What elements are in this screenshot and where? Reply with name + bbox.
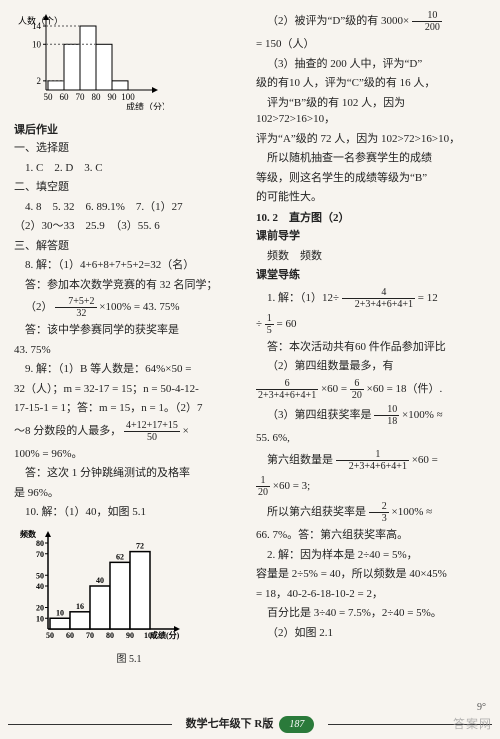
q1-l2: ÷ 1 5 = 60: [256, 313, 486, 336]
pre-line: 频数 频数: [256, 248, 486, 265]
q9-frac: 4+12+17+15 50: [124, 420, 180, 443]
sec2-l2: （2）30～33 25.9 （3）55. 6: [14, 218, 244, 235]
q8-l1: 8. 解：（1）4+6+8+7+5+2=32（名）: [14, 257, 244, 274]
q8-l3b: ×100% = 43. 75%: [99, 301, 179, 313]
fig-caption: 图 5.1: [14, 652, 244, 667]
q9-l3: 17-15-1 = 1；答：m = 15，n = 1。（2）7: [14, 400, 244, 417]
q1-l1: 1. 解：（1）12÷ 4 2+3+4+6+4+1 = 12: [256, 287, 486, 310]
q8-l5: 43. 75%: [14, 342, 244, 359]
svg-text:70: 70: [76, 92, 86, 102]
class-title: 课堂导练: [256, 267, 486, 284]
svg-text:10: 10: [36, 614, 44, 623]
corner-decoration: 9°: [477, 700, 486, 715]
r-p5: 评为“B”级的有 102 人，因为 102>72>16>10，: [256, 95, 486, 128]
q1-l4: （2）第四组数量最多，有: [256, 358, 486, 375]
q2-l1: 2. 解：因为样本是 2÷40 = 5%，: [256, 547, 486, 564]
r-p1: （2）被评为“D”级的有 3000× 10 200: [256, 10, 486, 33]
svg-text:50: 50: [36, 571, 44, 580]
r-p8: 等级，则这名学生的成绩等级为“B”: [256, 170, 486, 187]
q1-l11: 66. 7%。答：第六组获奖率高。: [256, 527, 486, 544]
svg-text:40: 40: [96, 576, 104, 585]
pre-title: 课前导学: [256, 228, 486, 245]
q1-l3: 答：本次活动共有60 件作品参加评比: [256, 339, 486, 356]
chart-2: 10204050708010164062725060708090100频数成绩(…: [14, 525, 244, 668]
svg-text:60: 60: [66, 631, 74, 640]
svg-text:人数（个）: 人数（个）: [18, 15, 63, 26]
left-column: 210145060708090100人数（个）成绩（分） 课后作业 一、选择题 …: [14, 10, 244, 686]
q9-l7: 是 96%。: [14, 485, 244, 502]
svg-text:10: 10: [32, 39, 42, 49]
q2-l3: = 18，40-2-6-18-10-2 = 2，: [256, 586, 486, 603]
svg-text:成绩（分）: 成绩（分）: [126, 101, 164, 110]
sec1-line: 1. C 2. D 3. C: [14, 160, 244, 177]
q2-l4: 百分比是 3÷40 = 7.5%，2÷40 = 5%。: [256, 605, 486, 622]
q2-l2: 容量是 2÷5% = 40，所以频数是 40×45%: [256, 566, 486, 583]
q9-l4: ～8 分数段的人最多， 4+12+17+15 50 ×: [14, 420, 244, 443]
sec1-title: 一、选择题: [14, 140, 244, 157]
right-column: （2）被评为“D”级的有 3000× 10 200 = 150（人） （3）抽查…: [256, 10, 486, 686]
svg-text:频数: 频数: [20, 529, 37, 539]
svg-text:40: 40: [36, 582, 44, 591]
sec-10-2-title: 10. 2 直方图（2）: [256, 210, 486, 227]
svg-text:80: 80: [92, 92, 102, 102]
svg-text:2: 2: [37, 76, 42, 86]
svg-text:70: 70: [36, 549, 44, 558]
q9-l1: 9. 解：（1）B 等人数是：64%×50 =: [14, 361, 244, 378]
q1-l7: 55. 6%,: [256, 430, 486, 447]
q1-l6: （3）第四组获奖率是 10 18 ×100% ≈: [256, 404, 486, 427]
svg-text:90: 90: [108, 92, 118, 102]
svg-text:62: 62: [116, 552, 124, 561]
page-number-badge: 187: [279, 716, 314, 733]
q1-l10: 所以第六组获奖率是 2 3 ×100% ≈: [256, 501, 486, 524]
r-p9: 的可能性大。: [256, 189, 486, 206]
footer-label: 数学七年级下 R版: [186, 716, 274, 733]
svg-text:100: 100: [121, 92, 135, 102]
r-p7: 所以随机抽查一名参赛学生的成绩: [256, 150, 486, 167]
q9-l5: 100% = 96%。: [14, 446, 244, 463]
q10-l1: 10. 解：（1）40，如图 5.1: [14, 504, 244, 521]
q1-l5: 6 2+3+4+6+4+1 ×60 = 6 20 ×60 = 18（件）.: [256, 378, 486, 401]
watermark: 答案网: [453, 715, 492, 733]
svg-text:50: 50: [44, 92, 54, 102]
svg-text:16: 16: [76, 601, 84, 610]
q2-l5: （2）如图 2.1: [256, 625, 486, 642]
chart1-svg: 210145060708090100人数（个）成绩（分）: [14, 10, 164, 110]
svg-text:成绩(分): 成绩(分): [150, 630, 180, 640]
r-p1-frac: 10 200: [412, 10, 442, 33]
svg-text:10: 10: [56, 608, 64, 617]
q9-l2: 32（人）；m = 32-17 = 15；n = 50-4-12-: [14, 381, 244, 398]
sec3-title: 三、解答题: [14, 238, 244, 255]
chart-1: 210145060708090100人数（个）成绩（分）: [14, 10, 244, 116]
svg-text:80: 80: [106, 631, 114, 640]
chart2-svg: 10204050708010164062725060708090100频数成绩(…: [14, 525, 184, 645]
homework-title: 课后作业: [14, 122, 244, 139]
q8-l2: 答：参加本次数学竞赛的有 32 名同学；: [14, 277, 244, 294]
sec2-title: 二、填空题: [14, 179, 244, 196]
svg-text:70: 70: [86, 631, 94, 640]
r-p6: 评为“A”级的 72 人，因为 102>72>16>10，: [256, 131, 486, 148]
q8-l3: （2） 7+5+2 32 ×100% = 43. 75%: [14, 296, 244, 319]
sec2-l1: 4. 8 5. 32 6. 89.1% 7.（1）27: [14, 199, 244, 216]
q1-l8: 第六组数量是 1 2+3+4+6+4+1 ×60 =: [256, 449, 486, 472]
q8-l3a: （2）: [25, 301, 53, 313]
q1-l9: 1 20 ×60 = 3;: [256, 475, 486, 498]
q8-frac: 7+5+2 32: [55, 296, 96, 319]
r-p3: （3）抽查的 200 人中，评为“D”: [256, 56, 486, 73]
svg-text:90: 90: [126, 631, 134, 640]
svg-text:50: 50: [46, 631, 54, 640]
svg-text:72: 72: [136, 541, 144, 550]
svg-text:80: 80: [36, 539, 44, 548]
svg-text:60: 60: [60, 92, 70, 102]
r-p2: = 150（人）: [256, 36, 486, 53]
svg-text:20: 20: [36, 603, 44, 612]
r-p4: 级的有10 人，评为“C”级的有 16 人，: [256, 75, 486, 92]
q9-l6: 答：这次 1 分钟跳绳测试的及格率: [14, 465, 244, 482]
page-footer: 数学七年级下 R版 187: [0, 716, 500, 733]
q8-l4: 答：该中学参赛同学的获奖率是: [14, 322, 244, 339]
